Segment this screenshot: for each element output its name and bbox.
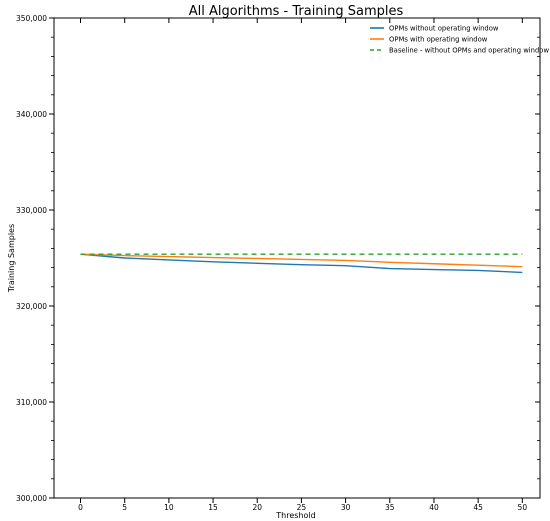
series-line-2 (80, 253, 523, 268)
x-tick-label: 35 (385, 503, 395, 512)
x-tick-label: 20 (252, 503, 262, 512)
x-tick-label: 40 (429, 503, 439, 512)
legend-label-1: OPMs without operating window (389, 25, 499, 33)
x-tick-label: 25 (297, 503, 307, 512)
y-tick-label: 310,000 (16, 398, 47, 407)
y-tick-label: 320,000 (16, 302, 47, 311)
y-axis: 300,000 310,000 320,000 330,000 340,000 350,0… (16, 14, 540, 503)
y-axis-label: Training Samples (7, 224, 16, 293)
y-tick-label: 330,000 (16, 206, 47, 215)
x-tick-label: 10 (164, 503, 174, 512)
series-line-1 (80, 253, 523, 274)
x-tick-label: 15 (208, 503, 218, 512)
x-axis: 0 5 10 15 20 25 30 35 40 45 50 (78, 18, 527, 512)
plot-area-frame (53, 17, 541, 499)
x-axis-label: Threshold (275, 511, 315, 520)
legend-label-2: OPMs with operating window (389, 36, 488, 44)
x-tick-label: 5 (122, 503, 127, 512)
x-tick-label: 30 (341, 503, 351, 512)
legend: OPMs without operating window OPMs with o… (370, 25, 549, 55)
legend-label-3: Baseline - without OPMs and operating wi… (389, 47, 549, 55)
x-tick-label: 45 (473, 503, 483, 512)
x-tick-label: 50 (518, 503, 528, 512)
chart-title: All Algorithms - Training Samples (189, 4, 404, 19)
x-tick-label: 0 (78, 503, 83, 512)
series-layer (80, 253, 523, 274)
y-tick-label: 340,000 (16, 110, 47, 119)
y-tick-label: 300,000 (16, 494, 47, 503)
y-tick-label: 350,000 (16, 14, 47, 23)
